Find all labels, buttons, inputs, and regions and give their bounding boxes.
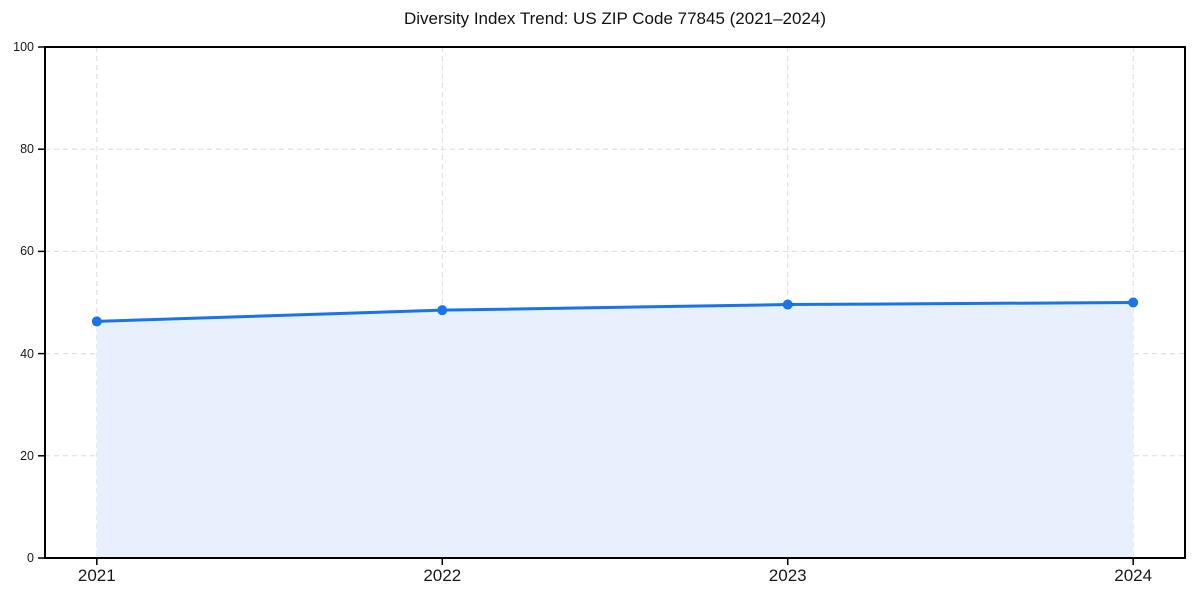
x-tick-label: 2023: [768, 566, 807, 585]
y-tick-label: 100: [13, 40, 34, 54]
data-point-marker: [437, 305, 448, 316]
chart-title: Diversity Index Trend: US ZIP Code 77845…: [403, 9, 827, 28]
y-tick-label: 0: [27, 551, 34, 565]
data-point-marker: [1128, 297, 1139, 308]
data-point-marker: [782, 299, 793, 310]
y-tick-label: 20: [20, 448, 34, 463]
area-fill: [96, 302, 1134, 558]
y-tick-label: 40: [20, 346, 34, 361]
trend-line: [95, 301, 1135, 323]
x-tick-label: 2022: [423, 566, 462, 585]
y-tick-label: 60: [20, 244, 34, 259]
y-tick-label: 80: [20, 142, 34, 157]
data-point-marker: [91, 316, 102, 327]
x-tick-label: 2021: [77, 566, 116, 585]
axes-spines: [44, 46, 1186, 559]
x-tick-label: 2024: [1114, 566, 1153, 585]
